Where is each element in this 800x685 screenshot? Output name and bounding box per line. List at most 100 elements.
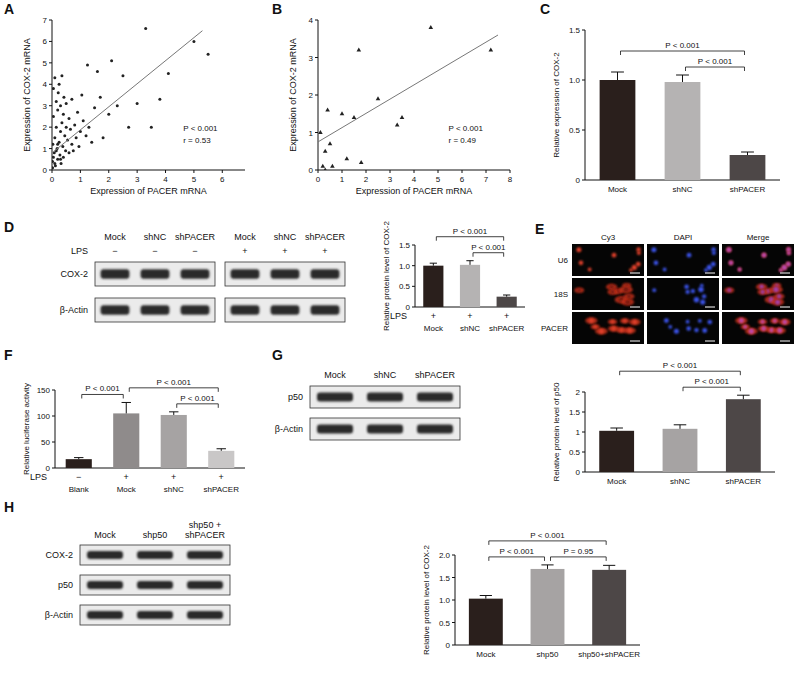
point bbox=[58, 154, 61, 157]
nucleus bbox=[773, 287, 778, 292]
nucleus bbox=[652, 288, 656, 292]
bar bbox=[469, 599, 503, 645]
point bbox=[150, 126, 153, 129]
row-label: COX-2 bbox=[60, 269, 88, 279]
p-value: P = 0.95 bbox=[563, 547, 593, 556]
y-tick bbox=[52, 390, 55, 391]
cell-signal bbox=[624, 293, 635, 299]
y-tick-label: 1 bbox=[576, 428, 581, 437]
nucleus bbox=[700, 299, 705, 304]
panel-label: A bbox=[4, 1, 14, 17]
y-tick-label: 1.5 bbox=[569, 408, 581, 417]
column-label: Cy3 bbox=[601, 233, 616, 242]
cell-signal bbox=[759, 285, 764, 290]
plot-area bbox=[600, 72, 766, 180]
p-value: P < 0.001 bbox=[471, 243, 506, 252]
x-tick bbox=[137, 170, 138, 173]
lane-label: Mock bbox=[324, 370, 346, 380]
category-label: shNC bbox=[460, 324, 480, 333]
point bbox=[400, 115, 405, 119]
y-tick bbox=[49, 84, 52, 85]
error-cap bbox=[610, 428, 623, 429]
cell-signal bbox=[783, 320, 788, 325]
scale-bar bbox=[780, 273, 790, 274]
blot-band bbox=[87, 581, 123, 589]
y-tick bbox=[315, 57, 318, 58]
error-bar bbox=[480, 596, 492, 599]
comparison-bracket bbox=[551, 557, 607, 561]
p-value: P < 0.001 bbox=[157, 378, 192, 387]
point bbox=[144, 27, 147, 30]
fit-line bbox=[53, 31, 202, 152]
y-tick bbox=[412, 245, 415, 246]
nucleus bbox=[761, 320, 765, 324]
point bbox=[345, 156, 350, 160]
bar bbox=[161, 415, 187, 468]
y-tick bbox=[452, 555, 455, 556]
comparison-bracket bbox=[129, 388, 218, 392]
point bbox=[102, 136, 105, 139]
category-label: Mock bbox=[117, 485, 137, 494]
comparison-bracket bbox=[489, 557, 545, 561]
treatment-value: + bbox=[124, 472, 129, 482]
y-tick-label: 1.5 bbox=[439, 574, 451, 583]
nucleus bbox=[694, 328, 698, 332]
nucleus bbox=[739, 318, 744, 323]
comparison-bracket bbox=[621, 51, 745, 55]
y-tick bbox=[582, 452, 585, 453]
error-bar bbox=[676, 75, 689, 82]
plot-area bbox=[469, 565, 626, 645]
x-tick bbox=[193, 170, 194, 173]
category-label: shp50 bbox=[537, 650, 559, 659]
scale-bar bbox=[630, 341, 640, 342]
blot-band bbox=[87, 551, 123, 559]
blot-membrane bbox=[80, 605, 230, 625]
y-tick bbox=[412, 286, 415, 287]
y-tick bbox=[315, 132, 318, 133]
micrograph-bg bbox=[572, 312, 644, 344]
cell-signal bbox=[739, 318, 744, 323]
point bbox=[62, 113, 65, 116]
plot-area bbox=[318, 25, 498, 170]
point bbox=[82, 119, 85, 122]
cell-signal bbox=[606, 284, 617, 290]
treatment-value: + bbox=[219, 472, 224, 482]
x-tick bbox=[342, 170, 343, 173]
comparison-bracket bbox=[436, 237, 503, 241]
nucleus bbox=[712, 251, 716, 255]
y-axis-title: Relative protein level of COX-2 bbox=[422, 545, 431, 655]
blot-band bbox=[181, 305, 210, 315]
y-tick-label: 0 bbox=[309, 166, 314, 175]
error-stem bbox=[743, 395, 744, 399]
bar bbox=[663, 429, 698, 472]
error-cap bbox=[603, 565, 615, 566]
point bbox=[62, 96, 65, 99]
x-tick bbox=[462, 170, 463, 173]
error-bar bbox=[217, 449, 226, 451]
bar bbox=[665, 82, 701, 180]
y-tick bbox=[315, 170, 318, 171]
y-tick-label: 3 bbox=[309, 54, 314, 63]
comparison-bracket bbox=[473, 253, 504, 257]
micrograph-bg bbox=[722, 244, 794, 276]
p-value: P < 0.001 bbox=[665, 41, 700, 50]
point bbox=[87, 126, 90, 129]
blot-membrane bbox=[80, 545, 230, 565]
cell-signal bbox=[727, 288, 731, 292]
cell-signal bbox=[773, 319, 777, 323]
micrograph bbox=[572, 278, 644, 310]
y-tick-label: 2 bbox=[309, 91, 314, 100]
lane-label: shNC bbox=[274, 232, 297, 242]
micrograph bbox=[722, 278, 794, 310]
p-value: P < 0.001 bbox=[85, 384, 120, 393]
point bbox=[376, 96, 381, 100]
blot-band bbox=[271, 305, 300, 315]
error-cap bbox=[169, 411, 178, 412]
point bbox=[75, 136, 78, 139]
nucleus bbox=[651, 247, 656, 252]
bar bbox=[592, 570, 626, 645]
cell-signal bbox=[619, 328, 623, 332]
point bbox=[57, 91, 60, 94]
comparison-bracket bbox=[82, 394, 124, 398]
y-tick bbox=[49, 127, 52, 128]
